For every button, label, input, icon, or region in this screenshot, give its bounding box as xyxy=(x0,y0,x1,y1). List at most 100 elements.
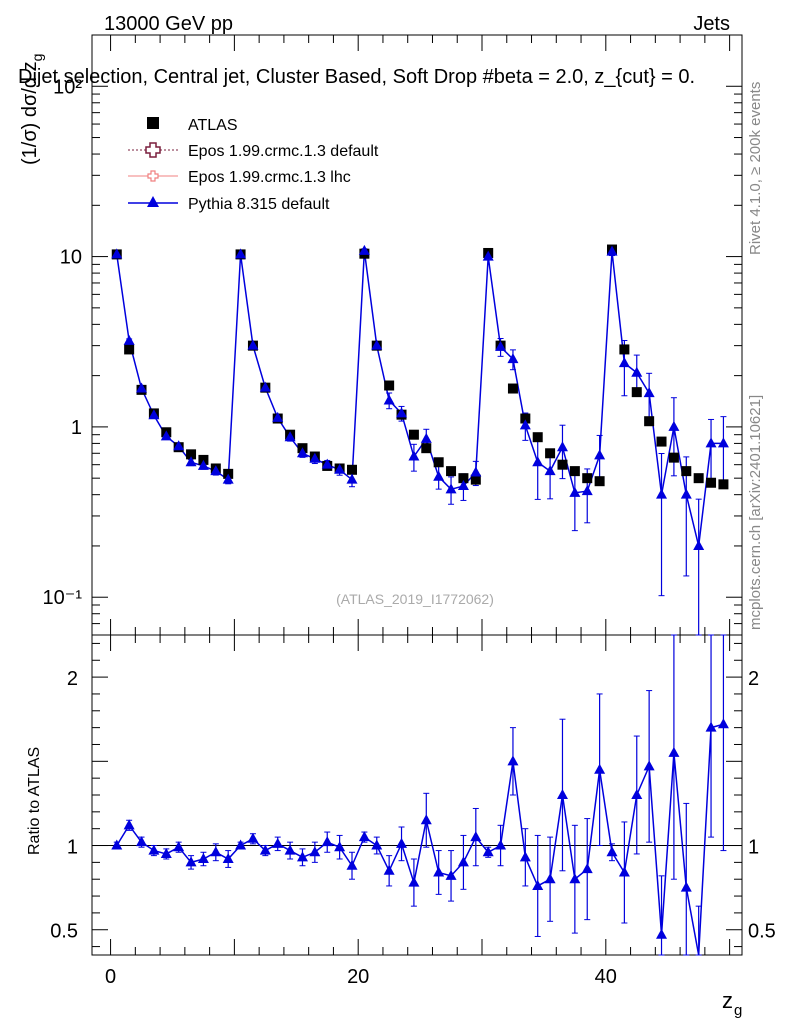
pythia-point xyxy=(259,381,271,392)
pythia-point xyxy=(173,440,185,451)
ratio-point xyxy=(482,846,494,857)
atlas-point xyxy=(446,466,457,477)
rivet-label: Rivet 4.1.0, ≥ 200k events xyxy=(747,82,764,255)
atlas-point xyxy=(668,452,679,463)
ratio-point xyxy=(656,928,668,939)
atlas-point xyxy=(569,466,580,477)
ratio-y-tick-label: 1 xyxy=(67,837,78,859)
x-tick-label: 20 xyxy=(347,966,369,988)
atlas-point xyxy=(718,479,729,490)
ratio-y-tick-label-right: 2 xyxy=(748,668,759,690)
mcplots-label: mcplots.cern.ch [arXiv:2401.10621] xyxy=(747,395,764,630)
ratio-point xyxy=(606,846,618,857)
pythia-point xyxy=(544,465,556,476)
pythia-point xyxy=(408,450,420,461)
pythia-point xyxy=(569,486,581,497)
pythia-point xyxy=(606,245,618,256)
ratio-point xyxy=(222,853,234,863)
ratio-point xyxy=(717,718,729,729)
atlas-point xyxy=(198,454,209,465)
ratio-point xyxy=(445,869,457,880)
pythia-point xyxy=(358,244,370,255)
atlas-point xyxy=(532,432,543,443)
pythia-point xyxy=(383,394,395,405)
main-y-tick-label: 10² xyxy=(53,76,82,98)
ratio-point xyxy=(272,837,284,848)
ratio-point xyxy=(136,836,148,847)
ratio-point xyxy=(148,844,160,855)
pythia-point xyxy=(111,248,123,259)
legend-marker-epos-lhc xyxy=(147,170,159,182)
ratio-point xyxy=(235,839,247,850)
ratio-point xyxy=(544,873,556,884)
pythia-point xyxy=(296,447,308,458)
pythia-line xyxy=(116,250,724,547)
pythia-point xyxy=(420,432,432,443)
legend-marker-epos-default xyxy=(145,142,161,158)
main-series-marks xyxy=(111,244,729,636)
ratio-series-marks xyxy=(111,634,729,956)
pythia-point xyxy=(668,420,680,431)
x-axis-title: z g xyxy=(722,988,742,1019)
legend-label-epos-lhc: Epos 1.99.crmc.1.3 lhc xyxy=(188,169,351,186)
atlas-point xyxy=(557,459,568,470)
atlas-point xyxy=(520,413,531,424)
pythia-point xyxy=(247,339,259,350)
ratio-point xyxy=(705,721,717,732)
pythia-point xyxy=(309,452,321,463)
ratio-y-tick-label-right: 1 xyxy=(748,837,759,859)
pythia-point xyxy=(321,458,333,469)
atlas-point xyxy=(507,383,518,394)
svg-text:g: g xyxy=(734,1002,742,1019)
ratio-y-tick-label: 2 xyxy=(67,668,78,690)
legend-marker-atlas xyxy=(147,117,159,129)
ratio-point xyxy=(358,831,370,842)
atlas-point xyxy=(656,436,667,447)
ratio-y-tick-label-right: 0.5 xyxy=(748,921,776,943)
ratio-point xyxy=(408,876,420,887)
ratio-point xyxy=(247,832,259,843)
pythia-point xyxy=(457,479,469,490)
pythia-point xyxy=(482,250,494,261)
selection-title: Dijet selection, Central jet, Cluster Ba… xyxy=(18,66,695,88)
atlas-point xyxy=(408,429,419,440)
pythia-point xyxy=(556,441,568,452)
ratio-axis-ticks: 0.5 0.51 12 20 20 40 xyxy=(50,635,776,988)
ratio-point xyxy=(296,851,308,862)
atlas-point xyxy=(545,448,556,459)
pythia-point xyxy=(346,473,358,484)
ratio-point xyxy=(383,864,395,875)
pythia-point xyxy=(717,437,729,448)
ratio-point xyxy=(259,844,271,855)
main-axis-ticks: 10 1 10⁻¹ 10² xyxy=(43,34,742,636)
pythia-point xyxy=(160,430,172,441)
pythia-point xyxy=(643,387,655,398)
pythia-point xyxy=(371,339,383,350)
pythia-point xyxy=(631,366,643,377)
pythia-point xyxy=(656,488,668,499)
ratio-y-axis-title: Ratio to ATLAS xyxy=(26,747,43,855)
ratio-point xyxy=(111,839,123,850)
atlas-point xyxy=(470,474,481,485)
energy-label: 13000 GeV pp xyxy=(104,13,233,35)
ratio-point xyxy=(309,846,321,857)
ratio-point xyxy=(160,847,172,858)
pythia-point xyxy=(594,449,606,460)
legend-marker-pythia xyxy=(147,196,159,207)
ratio-point xyxy=(569,873,581,884)
pythia-point xyxy=(445,483,457,494)
ratio-point xyxy=(643,760,655,771)
ratio-point xyxy=(556,789,568,799)
ratio-point xyxy=(123,819,135,830)
legend-label-atlas: ATLAS xyxy=(188,117,238,134)
atlas-point xyxy=(681,466,692,477)
main-y-tick-label: 10⁻¹ xyxy=(43,587,83,609)
pythia-point xyxy=(470,466,482,477)
ratio-point xyxy=(680,881,692,892)
ratio-point xyxy=(433,866,445,877)
atlas-point xyxy=(186,449,197,460)
pythia-point xyxy=(222,473,234,484)
pythia-point xyxy=(705,437,717,448)
ratio-point xyxy=(618,866,630,877)
